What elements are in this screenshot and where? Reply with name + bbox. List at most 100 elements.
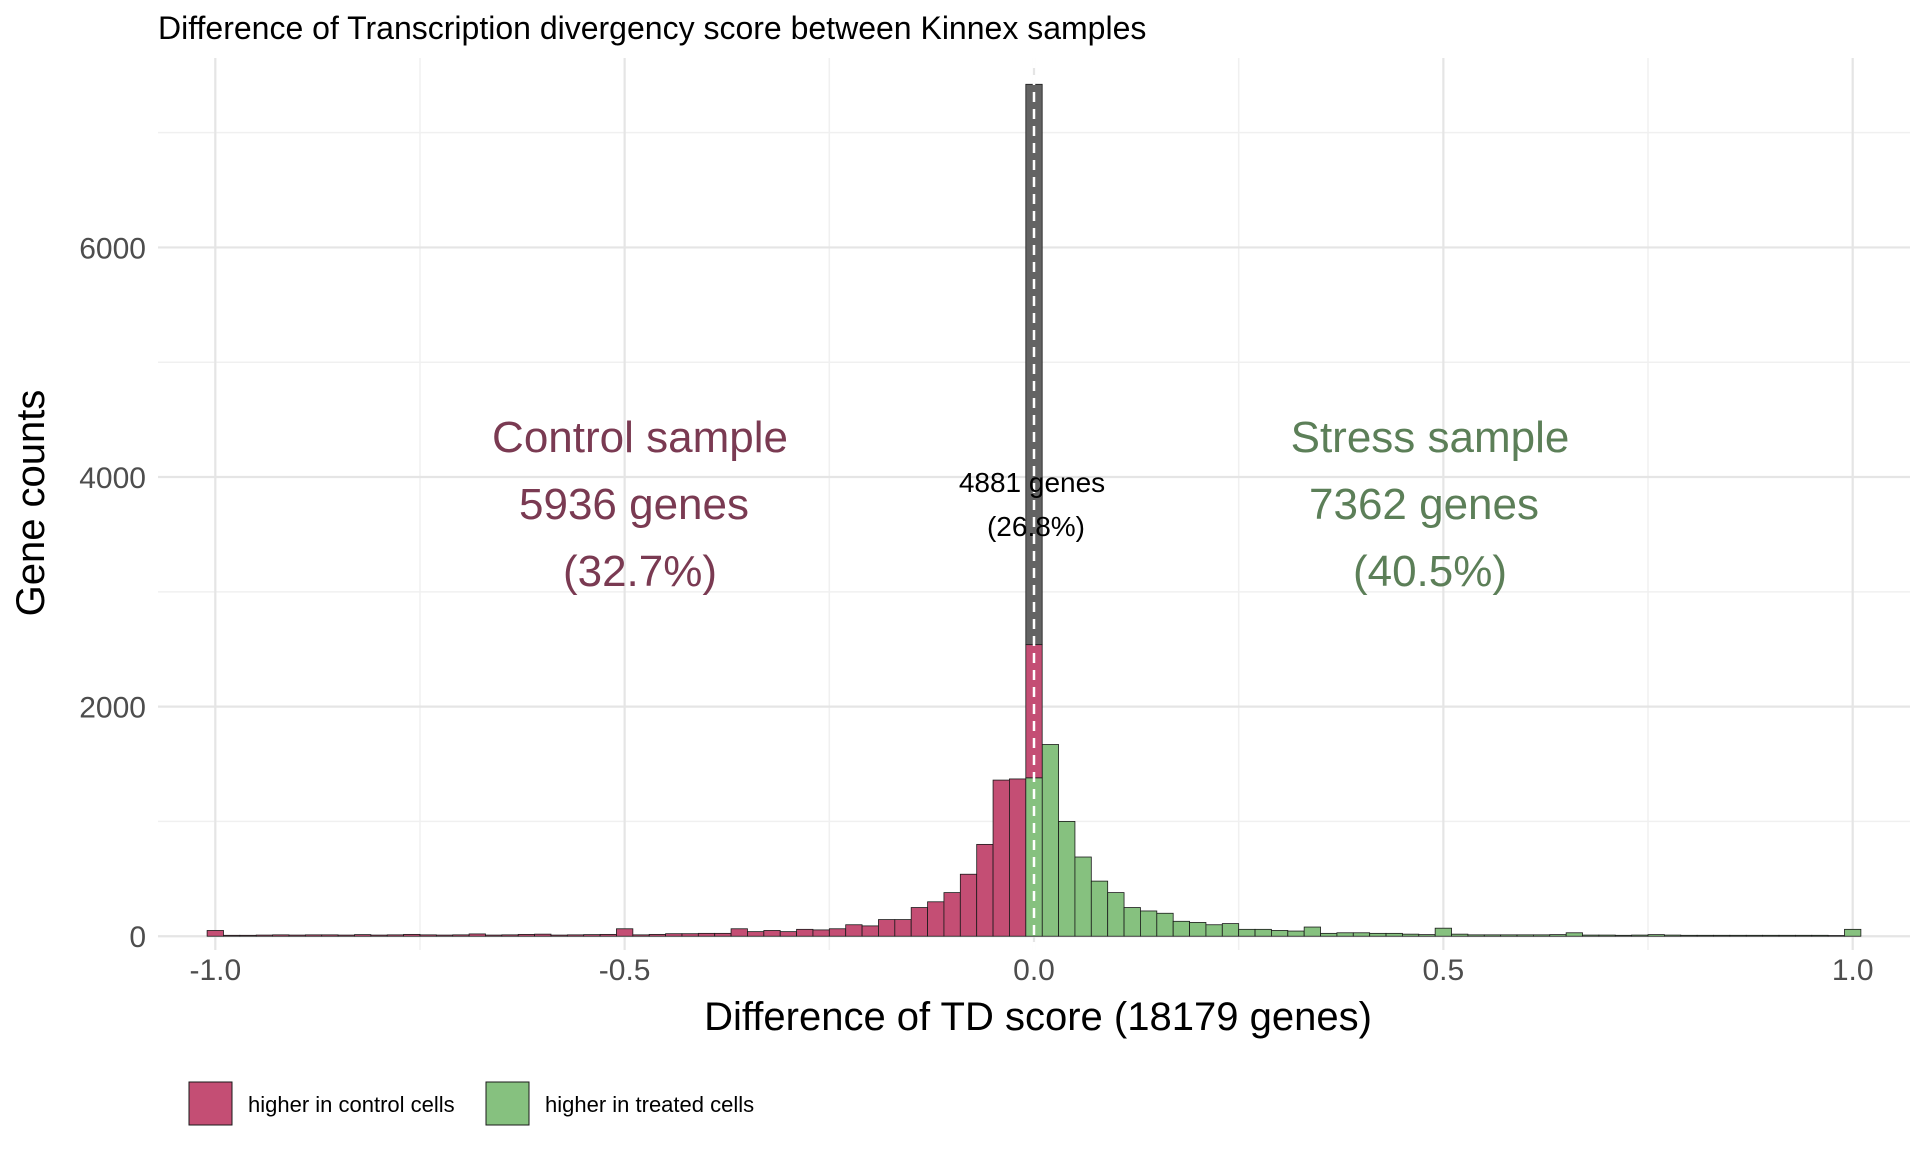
- bar-treated: [1713, 934, 1731, 937]
- legend: higher in control cells higher in treate…: [188, 1081, 754, 1126]
- bar-treated: [1041, 744, 1059, 937]
- y-tick-label: 6000: [79, 232, 146, 265]
- bar-treated: [1385, 932, 1403, 937]
- bar-control: [419, 934, 437, 937]
- bar-control: [304, 934, 323, 937]
- bar-treated: [1614, 934, 1633, 937]
- bar-treated: [1336, 932, 1354, 937]
- bar-treated: [1369, 932, 1387, 937]
- bar-control: [550, 934, 568, 937]
- bar-control: [681, 933, 699, 937]
- bar-treated: [1729, 934, 1747, 937]
- stress-sample-label: Stress sample: [1291, 413, 1570, 462]
- bar-treated: [1205, 924, 1223, 937]
- bar-treated: [1745, 934, 1764, 937]
- annotation-stress: Stress sample 7362 genes (40.5%): [1291, 413, 1570, 596]
- bar-control: [959, 873, 978, 937]
- bar-treated: [1434, 927, 1452, 937]
- bar-control: [534, 933, 552, 937]
- bar-control: [927, 901, 945, 937]
- bar-control: [501, 934, 519, 937]
- bar-control: [566, 934, 585, 937]
- bar-control: [272, 934, 290, 937]
- bar-treated: [1123, 907, 1141, 937]
- bar-control: [763, 930, 781, 937]
- bar-control: [435, 934, 454, 937]
- bar-control: [223, 934, 241, 937]
- bar-treated: [1533, 934, 1551, 937]
- bar-control: [878, 919, 896, 937]
- bar-treated: [1303, 926, 1321, 937]
- x-tick-label: -1.0: [189, 954, 241, 987]
- bar-control: [992, 779, 1010, 937]
- y-axis-title: Gene counts: [9, 390, 53, 617]
- bar-control: [648, 933, 666, 937]
- bar-treated: [1794, 934, 1813, 937]
- bar-treated: [1680, 934, 1698, 937]
- bar-treated: [1402, 933, 1420, 937]
- bar-treated: [1238, 928, 1256, 937]
- bar-treated: [1549, 934, 1567, 937]
- bar-control: [943, 892, 961, 937]
- bar-control: [632, 934, 650, 937]
- bar-control: [894, 919, 912, 937]
- chart-title: Difference of Transcription divergency s…: [158, 10, 1146, 46]
- bar-treated: [1221, 923, 1240, 937]
- bar-control: [812, 929, 830, 937]
- bar-control: [1009, 778, 1027, 937]
- bar-treated: [1467, 934, 1485, 937]
- bar-control: [354, 934, 372, 937]
- x-tick-label: -0.5: [599, 954, 651, 987]
- bar-control: [730, 928, 748, 937]
- bar-treated: [1287, 930, 1305, 937]
- bar-control: [616, 928, 634, 937]
- bar-control: [665, 933, 683, 937]
- bar-control: [714, 932, 732, 937]
- bar-control: [599, 933, 617, 937]
- bar-control: [697, 932, 716, 937]
- bar-treated: [1647, 934, 1665, 937]
- bar-treated: [1320, 932, 1338, 937]
- bar-control: [321, 934, 339, 937]
- bar-treated: [1140, 910, 1158, 937]
- bar-treated: [1172, 920, 1190, 937]
- bar-control: [796, 928, 814, 937]
- bar-treated: [1107, 892, 1125, 937]
- bar-control: [239, 934, 257, 937]
- control-percentage: (32.7%): [563, 547, 717, 596]
- stress-gene-count: 7362 genes: [1309, 480, 1539, 529]
- bar-control: [747, 931, 765, 937]
- bar-treated: [1844, 928, 1862, 937]
- bar-control: [517, 933, 535, 937]
- bar-treated: [1565, 932, 1583, 937]
- bar-treated: [1254, 928, 1272, 937]
- x-axis-title: Difference of TD score (18179 genes): [704, 995, 1372, 1039]
- annotation-control: Control sample 5936 genes (32.7%): [492, 413, 788, 596]
- bar-treated: [1189, 922, 1207, 937]
- y-tick-label: 2000: [79, 692, 146, 725]
- bar-control: [288, 934, 306, 937]
- bar-treated: [1271, 930, 1289, 937]
- control-gene-count: 5936 genes: [519, 480, 749, 529]
- bar-treated: [1090, 880, 1109, 937]
- bar-treated: [1827, 935, 1845, 937]
- bar-control: [370, 934, 388, 937]
- legend-label-treated: higher in treated cells: [545, 1092, 754, 1117]
- bar-control: [828, 928, 847, 937]
- bar-treated: [1663, 934, 1682, 937]
- bar-control: [583, 934, 601, 937]
- bar-treated: [1058, 821, 1076, 937]
- bar-treated: [1631, 934, 1649, 937]
- stress-percentage: (40.5%): [1353, 547, 1507, 596]
- bar-treated: [1156, 912, 1174, 937]
- legend-swatch-treated: [485, 1081, 530, 1126]
- legend-label-control: higher in control cells: [248, 1092, 455, 1117]
- bar-control: [386, 934, 405, 937]
- bar-treated: [1598, 934, 1616, 937]
- bar-control: [845, 924, 863, 937]
- bar-control: [255, 934, 274, 937]
- bar-treated: [1778, 934, 1796, 937]
- bar-control: [452, 934, 470, 937]
- bar-control: [779, 931, 797, 937]
